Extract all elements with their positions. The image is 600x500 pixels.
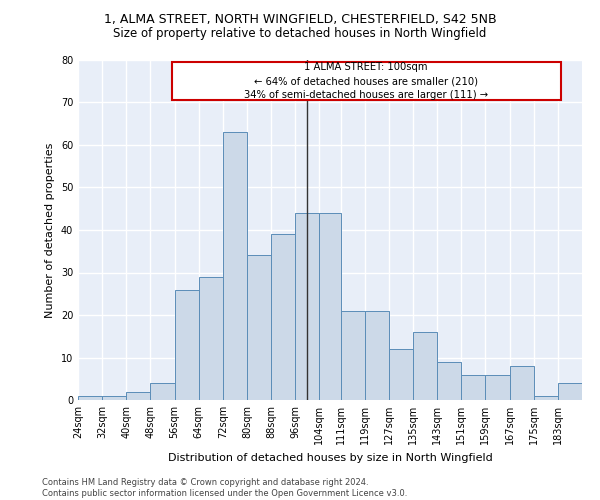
Text: 1, ALMA STREET, NORTH WINGFIELD, CHESTERFIELD, S42 5NB: 1, ALMA STREET, NORTH WINGFIELD, CHESTER… (104, 12, 496, 26)
Bar (534, 396, 558, 400)
Bar (175, 290, 199, 400)
Bar (172, 62, 561, 100)
Bar (223, 132, 247, 400)
Text: Size of property relative to detached houses in North Wingfield: Size of property relative to detached ho… (113, 28, 487, 40)
X-axis label: Distribution of detached houses by size in North Wingfield: Distribution of detached houses by size … (167, 452, 493, 462)
Bar (461, 374, 485, 400)
Bar (247, 256, 271, 400)
Bar (102, 396, 126, 400)
Text: Contains HM Land Registry data © Crown copyright and database right 2024.
Contai: Contains HM Land Registry data © Crown c… (42, 478, 407, 498)
Text: 1 ALMA STREET: 100sqm
← 64% of detached houses are smaller (210)
34% of semi-det: 1 ALMA STREET: 100sqm ← 64% of detached … (244, 62, 488, 100)
Bar (485, 374, 509, 400)
Bar (437, 362, 461, 400)
Bar (413, 332, 437, 400)
Bar (78, 396, 102, 400)
Y-axis label: Number of detached properties: Number of detached properties (45, 142, 55, 318)
Bar (365, 310, 389, 400)
Bar (151, 383, 175, 400)
Bar (271, 234, 295, 400)
Bar (341, 310, 365, 400)
Bar (389, 349, 413, 400)
Bar (295, 213, 319, 400)
Bar (319, 213, 341, 400)
Bar (126, 392, 151, 400)
Bar (558, 383, 582, 400)
Bar (509, 366, 534, 400)
Bar (199, 276, 223, 400)
